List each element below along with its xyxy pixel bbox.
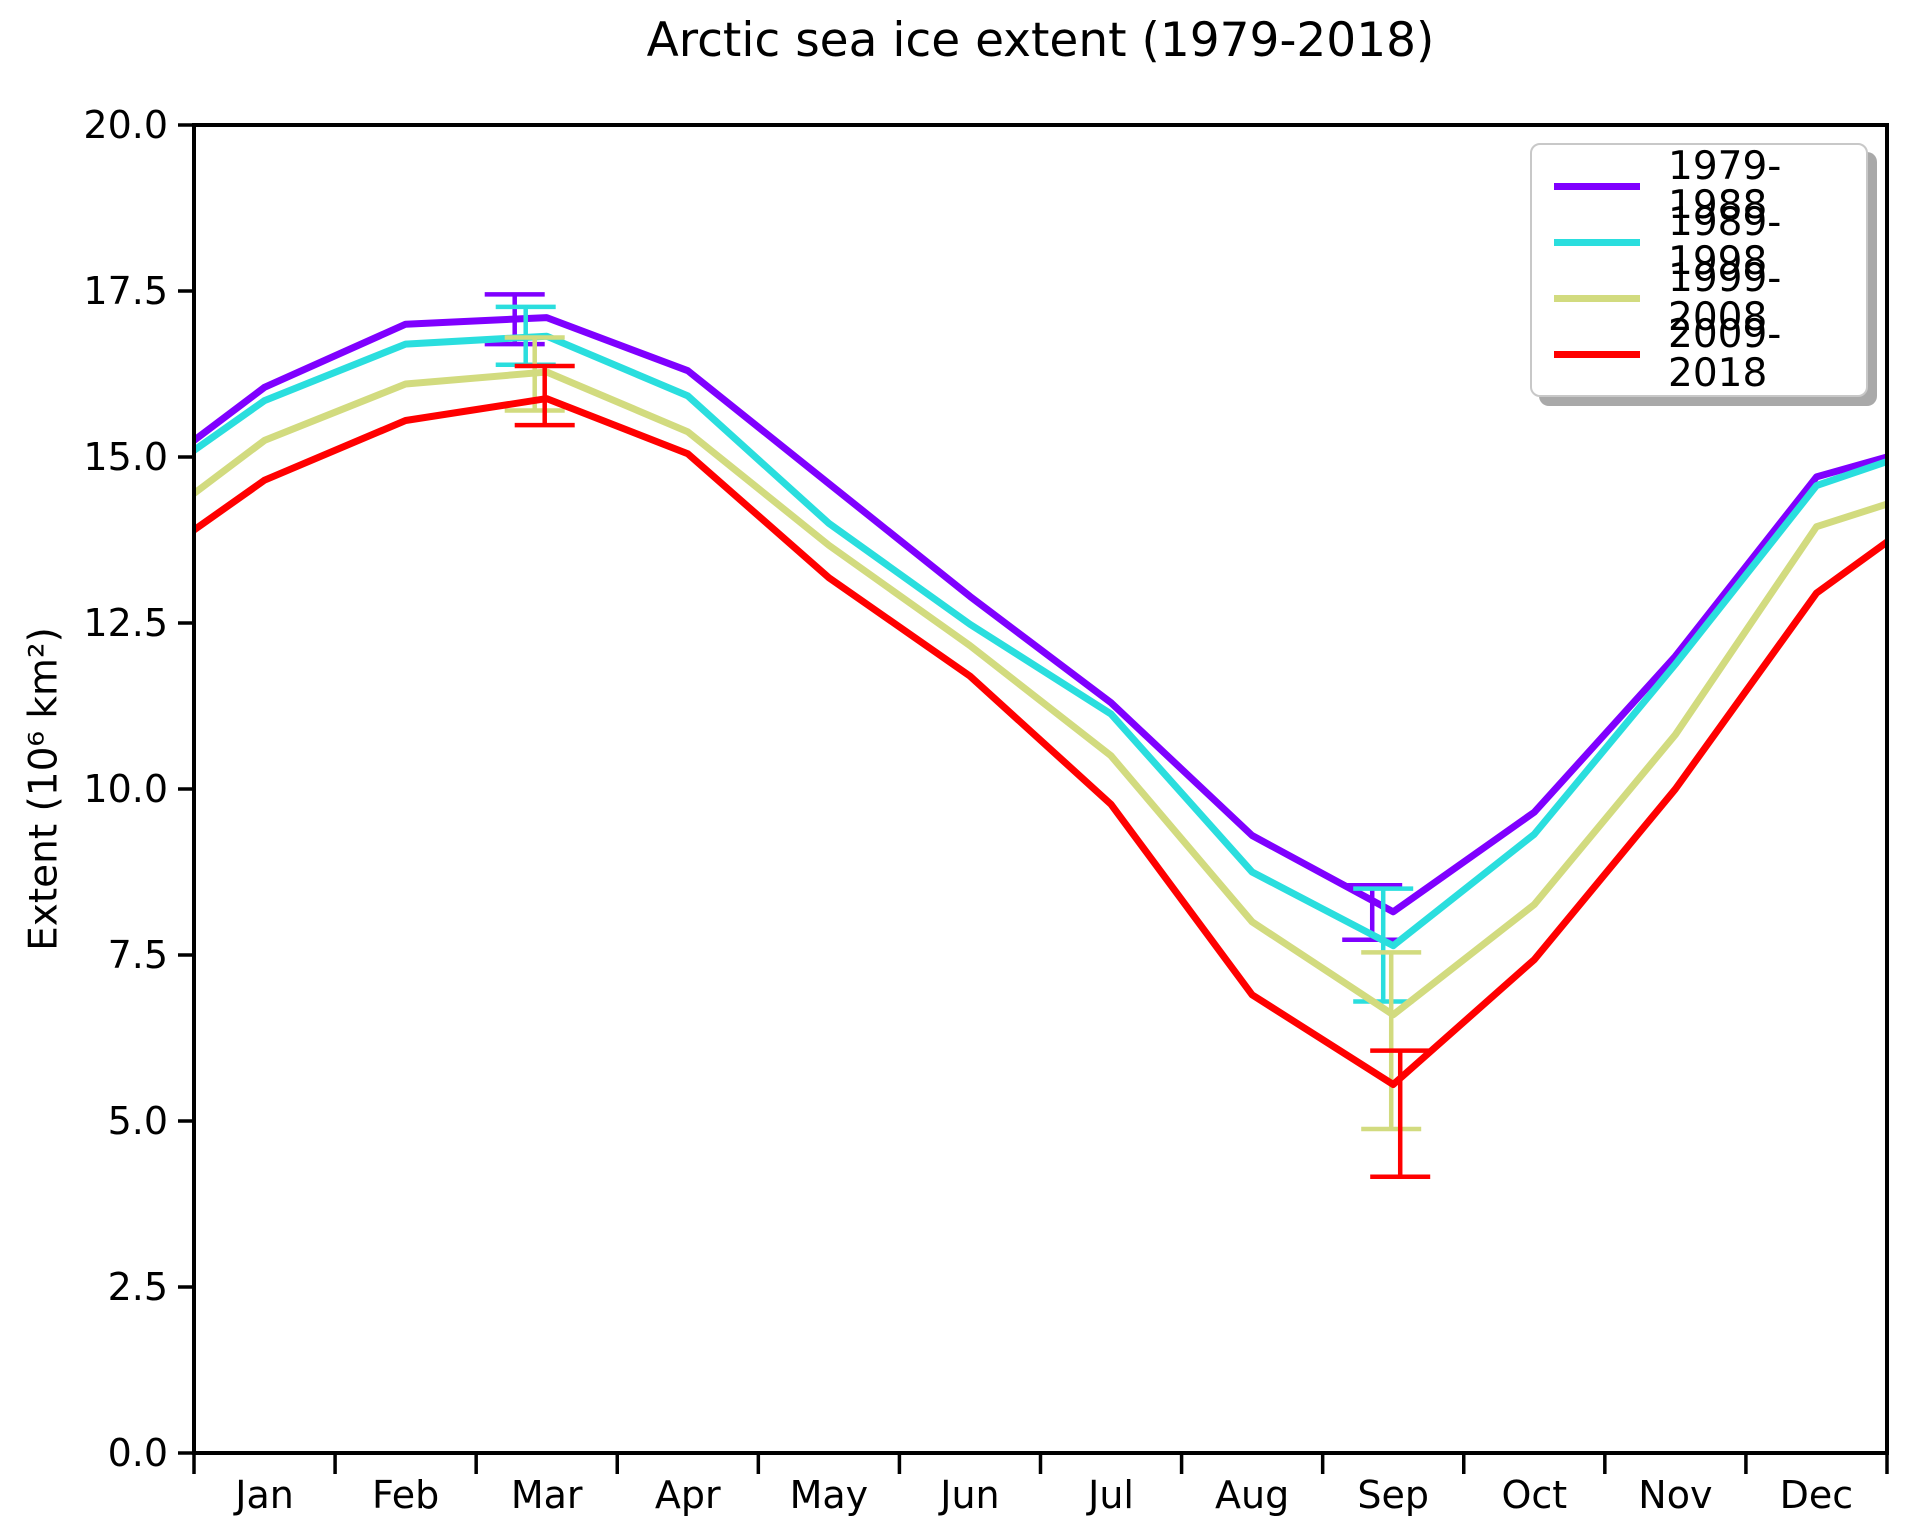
series-line-2009-2018 bbox=[191, 395, 1890, 1088]
y-tick-label: 12.5 bbox=[83, 601, 168, 645]
legend-line-swatch bbox=[1554, 350, 1640, 358]
series-line-1989-1998 bbox=[191, 332, 1889, 950]
legend: 1979-1988 1989-1998 1999-2008 2009-2018 bbox=[1530, 143, 1868, 397]
legend-item: 1989-1998 bbox=[1532, 203, 1866, 281]
y-tick-label: 2.5 bbox=[108, 1265, 168, 1309]
y-tick-label: 20.0 bbox=[83, 103, 168, 147]
legend-item: 1999-2008 bbox=[1532, 259, 1866, 337]
legend-label: 1979-1988 bbox=[1668, 144, 1782, 228]
x-tick-label: Jun bbox=[938, 1473, 999, 1517]
series-line-1999-2008 bbox=[191, 368, 1889, 1019]
y-tick-label: 5.0 bbox=[108, 1099, 168, 1143]
legend-line-swatch bbox=[1554, 294, 1640, 302]
x-tick-label: Aug bbox=[1215, 1473, 1289, 1517]
legend-label: 1999-2008 bbox=[1668, 256, 1782, 340]
x-tick-label: Feb bbox=[372, 1473, 439, 1517]
legend-label: 2009-2018 bbox=[1668, 312, 1782, 396]
x-tick-label: Apr bbox=[655, 1473, 721, 1517]
x-tick-label: Oct bbox=[1501, 1473, 1567, 1517]
legend-line-swatch bbox=[1554, 182, 1640, 190]
y-tick-label: 10.0 bbox=[83, 767, 168, 811]
y-tick-label: 7.5 bbox=[108, 933, 168, 977]
x-tick-label: Nov bbox=[1638, 1473, 1712, 1517]
y-tick-label: 17.5 bbox=[83, 269, 168, 313]
series-line-1979-1988 bbox=[191, 314, 1888, 916]
legend-item: 1979-1988 bbox=[1532, 147, 1866, 225]
y-tick-label: 0.0 bbox=[108, 1431, 168, 1475]
x-tick-label: Jan bbox=[233, 1473, 294, 1517]
legend-label: 1989-1998 bbox=[1668, 200, 1782, 284]
y-tick-label: 15.0 bbox=[83, 435, 168, 479]
legend-item: 2009-2018 bbox=[1532, 315, 1866, 393]
x-tick-label: Jul bbox=[1086, 1473, 1134, 1517]
x-tick-label: Mar bbox=[511, 1473, 583, 1517]
chart-title: Arctic sea ice extent (1979-2018) bbox=[646, 13, 1435, 68]
x-tick-label: May bbox=[790, 1473, 869, 1517]
legend-line-swatch bbox=[1554, 238, 1640, 246]
x-tick-label: Dec bbox=[1780, 1473, 1854, 1517]
x-tick-label: Sep bbox=[1357, 1473, 1429, 1517]
plot-frame bbox=[192, 123, 1889, 1455]
